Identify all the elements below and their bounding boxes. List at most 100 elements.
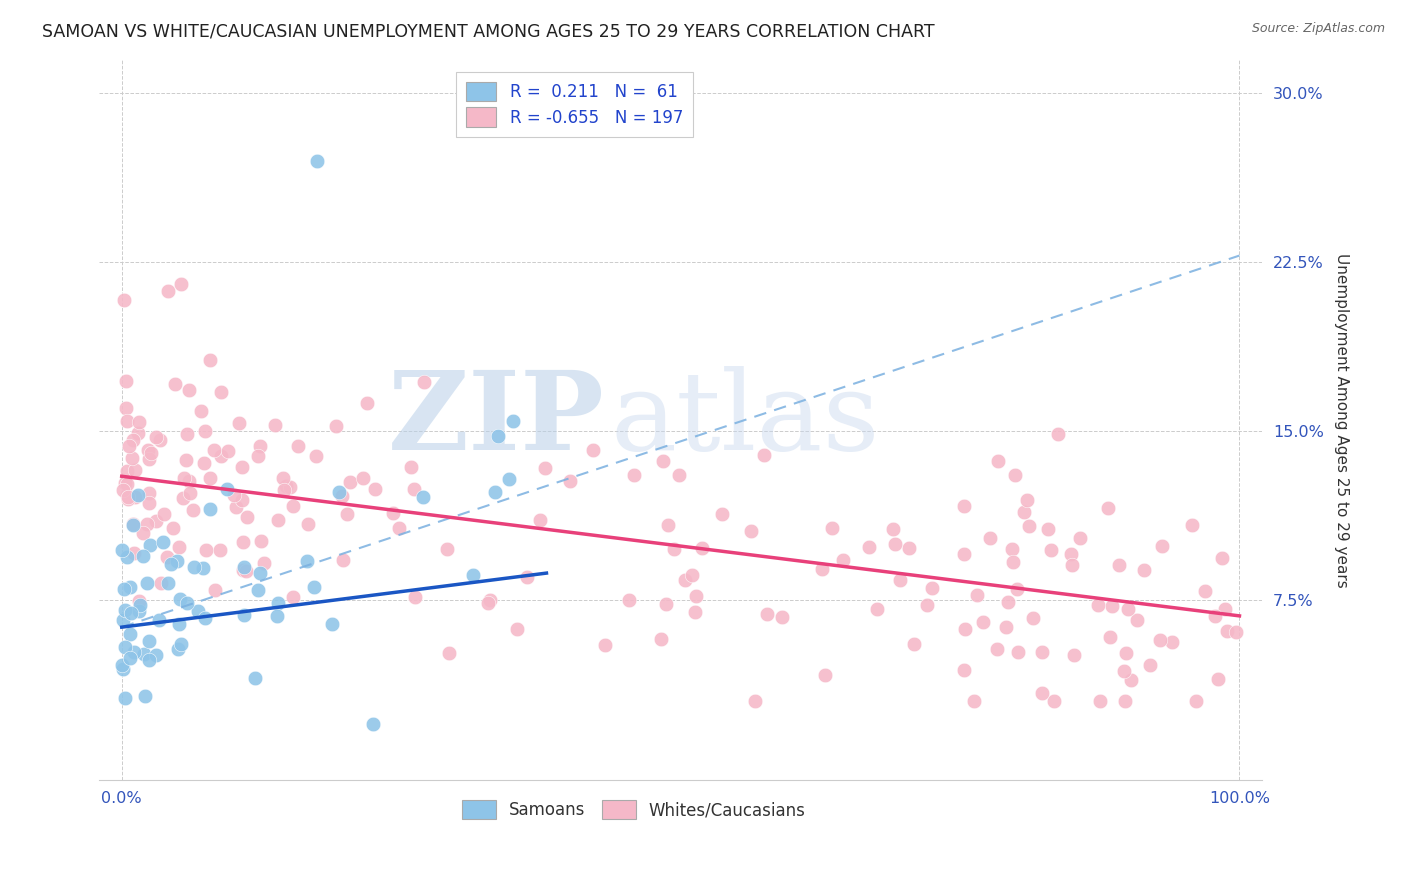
Point: [253, 557, 276, 571]
Point: [183, 560, 205, 574]
Point: [652, 453, 675, 467]
Point: [1060, 547, 1083, 561]
Point: [114, 640, 136, 654]
Point: [619, 593, 641, 607]
Point: [744, 694, 766, 708]
Point: [413, 375, 436, 389]
Point: [1211, 550, 1233, 565]
Point: [228, 416, 250, 430]
Point: [249, 566, 271, 581]
Point: [139, 446, 162, 460]
Point: [339, 475, 361, 489]
Point: [118, 580, 141, 594]
Point: [685, 605, 707, 619]
Point: [112, 582, 135, 596]
Point: [173, 471, 195, 485]
Point: [436, 542, 458, 557]
Point: [278, 480, 301, 494]
Point: [128, 594, 150, 608]
Point: [167, 642, 190, 657]
Point: [1043, 694, 1066, 708]
Point: [361, 717, 384, 731]
Point: [114, 691, 136, 706]
Point: [987, 453, 1010, 467]
Point: [128, 415, 150, 429]
Point: [1112, 664, 1135, 678]
Point: [232, 535, 254, 549]
Point: [120, 627, 142, 641]
Point: [194, 611, 217, 625]
Point: [477, 596, 499, 610]
Point: [1213, 601, 1236, 615]
Point: [997, 595, 1019, 609]
Point: [963, 694, 986, 708]
Point: [145, 514, 167, 528]
Point: [145, 648, 167, 662]
Point: [128, 598, 150, 612]
Point: [304, 449, 326, 463]
Point: [1060, 558, 1083, 573]
Point: [120, 607, 142, 621]
Point: [122, 517, 145, 532]
Point: [134, 647, 156, 661]
Point: [209, 384, 232, 399]
Point: [118, 651, 141, 665]
Point: [179, 486, 201, 500]
Point: [1125, 613, 1147, 627]
Point: [167, 616, 190, 631]
Point: [953, 663, 976, 677]
Point: [156, 550, 179, 565]
Point: [124, 463, 146, 477]
Point: [755, 607, 778, 621]
Point: [595, 638, 617, 652]
Point: [1069, 531, 1091, 545]
Point: [903, 637, 925, 651]
Point: [136, 443, 159, 458]
Point: [267, 513, 290, 527]
Point: [1007, 645, 1029, 659]
Point: [1031, 685, 1053, 699]
Point: [114, 602, 136, 616]
Point: [174, 452, 197, 467]
Point: [115, 374, 138, 388]
Point: [128, 604, 150, 618]
Point: [263, 417, 285, 432]
Point: [281, 590, 304, 604]
Point: [382, 506, 405, 520]
Point: [972, 615, 994, 630]
Point: [117, 490, 139, 504]
Point: [955, 622, 977, 636]
Point: [111, 483, 134, 498]
Point: [356, 396, 378, 410]
Point: [820, 521, 842, 535]
Point: [135, 516, 157, 531]
Point: [204, 582, 226, 597]
Point: [336, 508, 359, 522]
Point: [986, 641, 1008, 656]
Point: [668, 468, 690, 483]
Point: [138, 653, 160, 667]
Point: [1139, 657, 1161, 672]
Point: [231, 492, 253, 507]
Point: [249, 440, 271, 454]
Point: [623, 468, 645, 483]
Point: [122, 645, 145, 659]
Point: [148, 613, 170, 627]
Point: [858, 540, 880, 554]
Point: [1149, 633, 1171, 648]
Point: [114, 401, 136, 415]
Point: [882, 522, 904, 536]
Point: [153, 507, 176, 521]
Point: [231, 460, 253, 475]
Point: [1204, 609, 1226, 624]
Point: [250, 533, 273, 548]
Point: [176, 427, 198, 442]
Point: [1101, 599, 1123, 613]
Point: [194, 542, 217, 557]
Point: [1040, 542, 1063, 557]
Point: [478, 593, 501, 607]
Point: [1015, 493, 1038, 508]
Point: [1007, 582, 1029, 597]
Point: [121, 451, 143, 466]
Point: [170, 637, 193, 651]
